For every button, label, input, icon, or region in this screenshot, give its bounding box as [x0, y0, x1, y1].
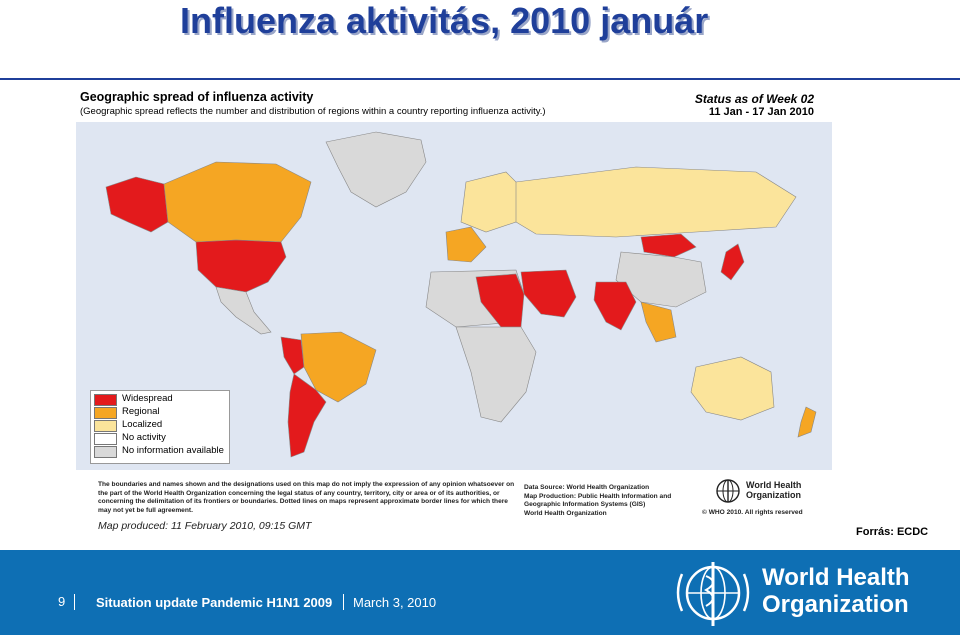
- region-sub-saharan-africa: [455, 326, 537, 423]
- world-map: [105, 131, 817, 458]
- map-header: Geographic spread of influenza activity …: [76, 88, 832, 122]
- who-logo-text: World Health Organization: [762, 564, 910, 618]
- legend-swatch: [94, 433, 117, 445]
- legend-label: No activity: [122, 432, 166, 443]
- map-subtitle: (Geographic spread reflects the number a…: [80, 106, 546, 117]
- legend-item-regional: Regional: [94, 406, 226, 419]
- page-number: 9: [58, 594, 66, 609]
- region-japan: [720, 243, 745, 281]
- map-disclaimer: The boundaries and names shown and the d…: [98, 481, 515, 514]
- slide-title: Influenza aktivitás, 2010 január: [180, 0, 709, 41]
- status-week: Status as of Week 02: [694, 92, 814, 106]
- data-source-line: Data Source: World Health Organization: [524, 484, 650, 491]
- footer-date: March 3, 2010: [353, 595, 437, 610]
- who-small-line2: Organization: [746, 490, 802, 500]
- region-middle-east: [520, 269, 577, 318]
- region-russia: [515, 166, 797, 238]
- region-usa: [195, 239, 287, 293]
- who-small-name: World Health Organization: [746, 480, 801, 500]
- who-emblem-small-icon: [716, 479, 740, 503]
- title-divider: [0, 78, 960, 80]
- map-legend: Widespread Regional Localized No activit…: [90, 390, 230, 464]
- footer-separator: [74, 594, 75, 610]
- region-mexico: [215, 286, 272, 335]
- region-new-zealand: [797, 406, 817, 438]
- legend-swatch: [94, 394, 117, 406]
- legend-swatch: [94, 420, 117, 432]
- legend-swatch: [94, 407, 117, 419]
- footer-title: Situation update Pandemic H1N1 2009: [96, 595, 333, 610]
- region-se-asia: [640, 301, 677, 343]
- region-europe-west: [445, 226, 487, 263]
- footer-separator: [343, 594, 344, 610]
- map-produced-date: Map produced: 11 February 2010, 09:15 GM…: [98, 520, 312, 532]
- region-peru: [280, 336, 305, 375]
- region-australia: [690, 356, 775, 421]
- slide-source: Forrás: ECDC: [856, 526, 929, 538]
- legend-item-localized: Localized: [94, 419, 226, 432]
- who-org-line: World Health Organization: [524, 509, 607, 517]
- map-copyright: © WHO 2010. All rights reserved: [702, 509, 803, 516]
- legend-label: Widespread: [122, 393, 173, 404]
- legend-label: Regional: [122, 406, 160, 417]
- map-data-source: Data Source: World Health Organization M…: [524, 484, 694, 518]
- legend-swatch: [94, 446, 117, 458]
- region-alaska: [105, 176, 169, 233]
- region-mongolia: [640, 233, 697, 258]
- region-argentina: [287, 373, 327, 458]
- footer-bar: 9 Situation update Pandemic H1N1 2009 Ma…: [0, 550, 960, 635]
- legend-item-widespread: Widespread: [94, 393, 226, 406]
- legend-label: Localized: [122, 419, 163, 430]
- region-greenland: [325, 131, 427, 208]
- who-logo-line1: World Health: [762, 564, 910, 591]
- who-emblem-icon: [676, 562, 750, 626]
- who-logo-line2: Organization: [762, 591, 909, 618]
- region-brazil: [300, 331, 377, 403]
- legend-item-no-activity: No activity: [94, 432, 226, 445]
- legend-item-no-info: No information available: [94, 445, 226, 458]
- region-canada: [163, 161, 312, 243]
- region-india: [593, 281, 637, 331]
- map-production-line: Map Production: Public Health Informatio…: [524, 492, 672, 509]
- who-small-line1: World Health: [746, 480, 802, 490]
- legend-label: No information available: [122, 445, 224, 456]
- status-dates: 11 Jan - 17 Jan 2010: [708, 106, 814, 118]
- map-title: Geographic spread of influenza activity: [80, 90, 314, 104]
